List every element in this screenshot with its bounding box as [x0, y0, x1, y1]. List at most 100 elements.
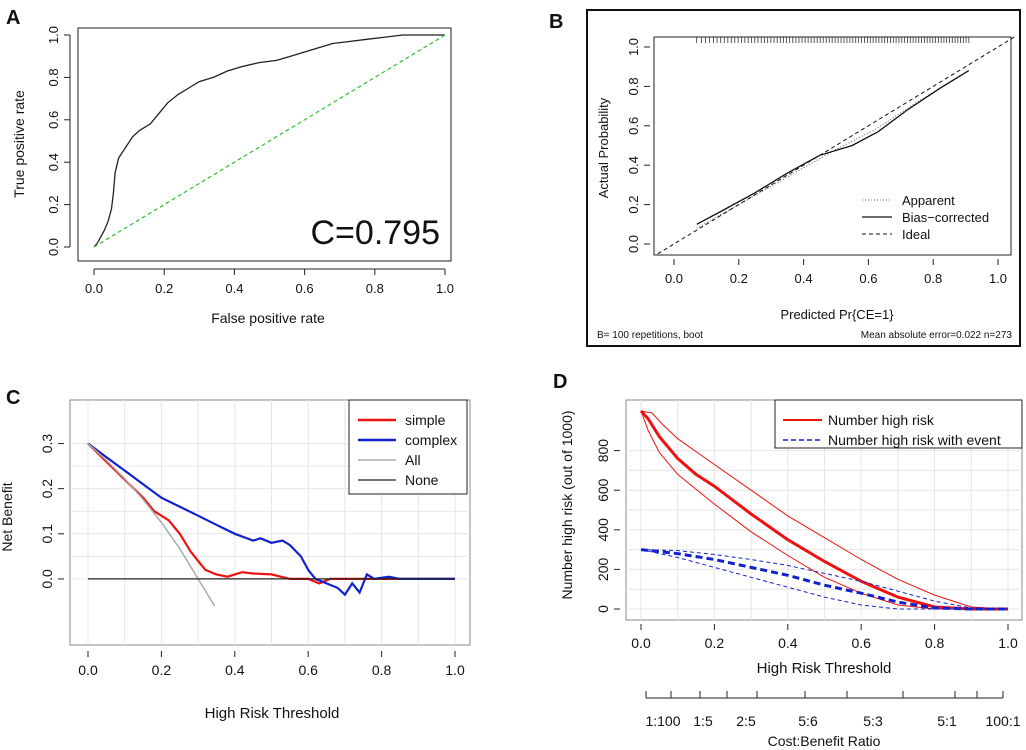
panel-a-plot-frame [77, 27, 452, 262]
d-secondary-tick-label: 5:1 [937, 713, 957, 729]
d-y-tick-label: 0 [595, 605, 611, 613]
a-series-reference [93, 34, 446, 248]
c-y-tick-label: 0.2 [39, 479, 55, 499]
panel-a-y-ticks: 0.0 0.2 0.4 0.6 0.8 1.0 [46, 26, 71, 256]
c-x-tick-label: 0.6 [298, 662, 318, 678]
c-x-tick-label: 0.0 [78, 662, 98, 678]
panel-a-x-label: False positive rate [211, 310, 325, 326]
panel-d: D 0.0 0.2 0.4 0.6 0.8 1.0 0 200 400 600 800 High … [553, 371, 1023, 749]
d-x-tick-label: 0.6 [851, 635, 871, 651]
c-x-tick-label: 1.0 [445, 662, 465, 678]
panel-b-legend-ideal: Ideal [902, 227, 930, 242]
b-y-tick-label: 0.6 [626, 117, 641, 135]
panel-b-label: B [549, 11, 563, 33]
d-secondary-tick-label: 5:6 [798, 713, 818, 729]
panel-c: C 0.0 0.2 0.4 0.6 0.8 1.0 0.0 0.1 0.2 0.3 High R… [0, 387, 471, 722]
b-y-tick-label: 0.0 [626, 235, 641, 253]
panel-b-rug [696, 37, 970, 43]
d-secondary-tick-label: 2:5 [736, 713, 756, 729]
b-x-tick-label: 0.4 [795, 271, 813, 286]
panel-c-legend-all: All [405, 452, 421, 468]
b-x-tick-label: 0.0 [665, 271, 683, 286]
a-y-tick-label: 0.8 [46, 68, 61, 86]
c-y-tick-label: 0.3 [39, 434, 55, 454]
panel-d-y-ticks: 0 200 400 600 800 [595, 439, 620, 613]
panel-b-x-ticks: 0.0 0.2 0.4 0.6 0.8 1.0 [665, 259, 1007, 286]
panel-d-secondary-axis: 1:100 1:5 2:5 5:6 5:3 5:1 100:1 [645, 691, 1021, 729]
a-x-tick-label: 0.0 [85, 281, 103, 296]
panel-c-y-label: Net Benefit [0, 482, 15, 551]
d-x-tick-label: 0.0 [631, 635, 651, 651]
a-x-tick-label: 0.2 [155, 281, 173, 296]
panel-d-x-ticks: 0.0 0.2 0.4 0.6 0.8 1.0 [631, 624, 1018, 651]
panel-d-legend-high-risk: Number high risk [828, 412, 935, 428]
a-y-tick-label: 0.4 [46, 153, 61, 171]
panel-a-label: A [6, 7, 20, 29]
b-y-tick-label: 0.4 [626, 156, 641, 174]
b-y-tick-label: 0.2 [626, 196, 641, 214]
a-y-tick-label: 1.0 [46, 26, 61, 44]
d-secondary-tick-label: 100:1 [985, 713, 1020, 729]
b-y-tick-label: 0.8 [626, 77, 641, 95]
c-series-complex [87, 442, 455, 597]
d-x-tick-label: 1.0 [998, 635, 1018, 651]
panel-c-legend-none: None [405, 472, 439, 488]
panel-a: A 0.0 0.2 0.4 0.6 0.8 1.0 0.00.20.40.60.81.0 … [6, 7, 454, 326]
d-secondary-tick-label: 5:3 [863, 713, 883, 729]
c-x-tick-label: 0.2 [152, 662, 172, 678]
b-x-tick-label: 0.8 [924, 271, 942, 286]
d-y-tick-label: 200 [595, 558, 611, 582]
panel-b-legend-apparent: Apparent [902, 193, 955, 208]
panel-d-y-label: Number high risk (out of 1000) [559, 410, 575, 599]
c-series-all [87, 442, 216, 607]
a-x-tick-label: 0.6 [296, 281, 314, 296]
d-secondary-tick-label: 1:5 [693, 713, 713, 729]
b-x-tick-label: 1.0 [989, 271, 1007, 286]
panel-d-series [639, 409, 1009, 611]
a-y-tick-label: 0.0 [46, 238, 61, 256]
panel-c-y-ticks: 0.0 0.1 0.2 0.3 [39, 434, 64, 589]
a-x-tick-label: 0.4 [225, 281, 243, 296]
a-y-tick-label: 0.6 [46, 111, 61, 129]
c-x-tick-label: 0.4 [225, 662, 245, 678]
panel-b-footer-left: B= 100 repetitions, boot [597, 330, 703, 341]
d-y-tick-label: 600 [595, 478, 611, 502]
panel-b-outer-border [586, 9, 1021, 347]
panel-b-y-label: Actual Probability [596, 97, 611, 198]
d-series-high-risk-upper [640, 410, 1009, 610]
a-series-roc [93, 34, 445, 248]
panel-b-y-ticks: 0.0 0.2 0.4 0.6 0.8 1.0 [626, 38, 650, 253]
panel-c-x-label: High Risk Threshold [205, 705, 340, 722]
a-x-tick-label: 1.0 [436, 281, 454, 296]
panel-c-legend: simple complex All None [348, 399, 468, 495]
d-x-tick-label: 0.4 [778, 635, 798, 651]
panel-c-label: C [6, 387, 20, 409]
panel-b-legend-bias-corrected: Bias−corrected [902, 210, 989, 225]
c-x-tick-label: 0.8 [372, 662, 392, 678]
panel-d-label: D [553, 371, 567, 393]
panel-c-legend-box [348, 399, 468, 495]
d-series-event-upper [640, 549, 1009, 610]
panel-d-x-label: High Risk Threshold [757, 660, 892, 677]
panel-d-legend-high-risk-event: Number high risk with event [828, 432, 1001, 448]
c-y-tick-label: 0.1 [39, 524, 55, 544]
panel-a-x-ticks: 0.0 0.2 0.4 0.6 0.8 1.0 [85, 268, 454, 296]
d-x-tick-label: 0.2 [705, 635, 725, 651]
b-series-bias-corrected [696, 70, 970, 225]
d-series-number-high-risk [639, 409, 1008, 611]
b-y-tick-label: 1.0 [626, 38, 641, 56]
panel-b-footer-right: Mean absolute error=0.022 n=273 [861, 330, 1013, 341]
panel-a-y-label: True positive rate [11, 90, 27, 198]
panel-d-secondary-axis-label: Cost:Benefit Ratio [768, 733, 881, 749]
panel-c-grid [70, 400, 470, 645]
panel-c-series [87, 442, 455, 607]
panel-c-x-ticks: 0.0 0.2 0.4 0.6 0.8 1.0 [78, 651, 465, 678]
d-y-tick-label: 800 [595, 439, 611, 463]
d-series-number-high-risk-with-event [640, 548, 1008, 611]
panel-b: B 0.0 0.2 0.4 0.6 0.8 1.0 0.00.20.40.60.81.0 … [549, 9, 1021, 347]
panel-c-legend-simple: simple [405, 412, 446, 428]
panel-b-legend: Apparent Bias−corrected Ideal [862, 193, 989, 242]
panel-c-legend-complex: complex [405, 432, 457, 448]
panel-b-series [657, 36, 1015, 255]
